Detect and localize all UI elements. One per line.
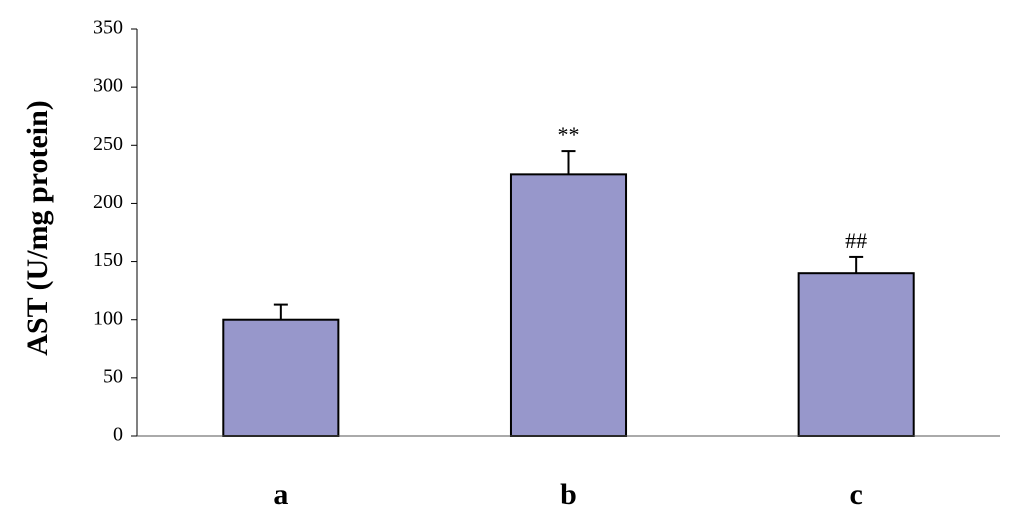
x-tick-label: b [560, 478, 577, 511]
annotation: ## [845, 228, 867, 253]
y-tick-label: 50 [103, 365, 123, 387]
x-tick-label: a [273, 478, 288, 511]
y-tick-label: 250 [93, 133, 123, 155]
y-axis-label: AST (U/mg protein) [21, 100, 54, 356]
y-tick-label: 350 [93, 17, 123, 39]
bar [797, 272, 915, 438]
y-tick-label: 300 [93, 75, 123, 97]
y-tick-label: 200 [93, 191, 123, 213]
bar [222, 318, 340, 438]
y-tick-label: 150 [93, 249, 123, 271]
annotation: ** [558, 122, 580, 147]
x-tick-label: c [850, 478, 863, 511]
bar [509, 173, 628, 437]
y-tick-label: 0 [113, 424, 123, 446]
y-tick-label: 100 [93, 307, 123, 329]
